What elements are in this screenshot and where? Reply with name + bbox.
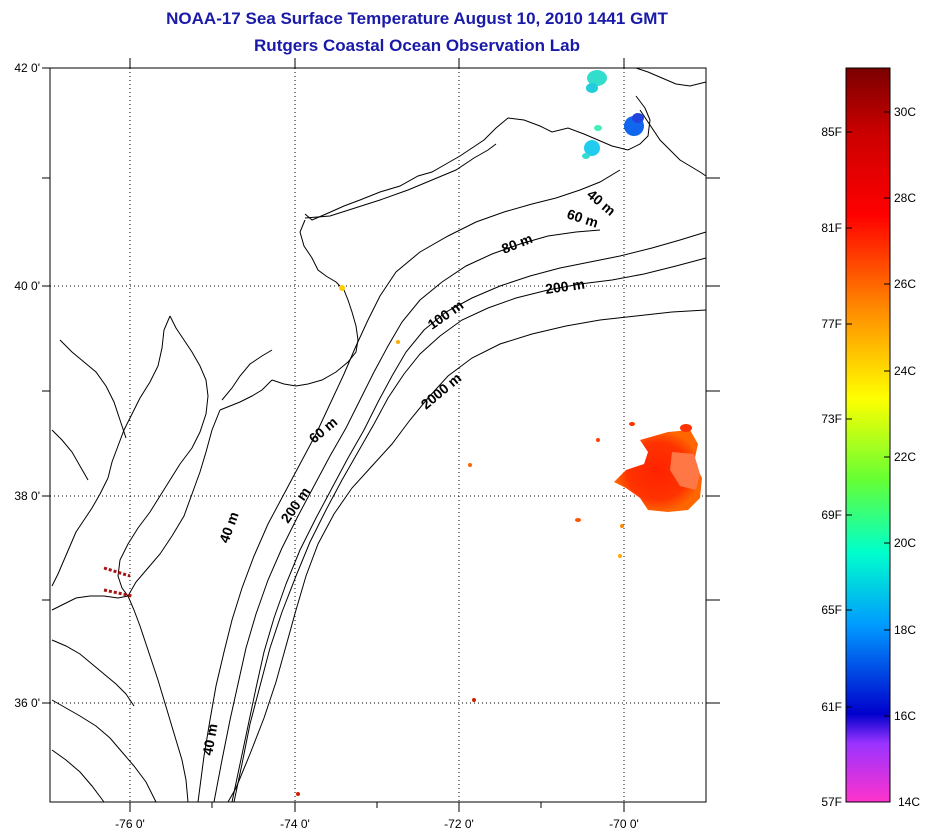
sst-cool-patch — [582, 70, 644, 159]
sst-warm-patch — [296, 285, 702, 796]
graticule — [50, 67, 706, 802]
colorbar-f-label: 65F — [821, 603, 842, 617]
isobath-label: 40 m — [199, 722, 220, 756]
lat-tick-label: 38 0' — [14, 489, 40, 503]
colorbar-c-label: 14C — [898, 795, 920, 809]
colorbar-c-label: 22C — [894, 450, 916, 464]
lat-tick-label: 42 0' — [14, 61, 40, 75]
lon-tick-label: -76 0' — [115, 817, 145, 831]
coastline — [51, 67, 707, 803]
lon-tick-label: -72 0' — [444, 817, 474, 831]
lon-tick-label: -74 0' — [280, 817, 310, 831]
map-subtitle: Rutgers Coastal Ocean Observation Lab — [254, 36, 580, 55]
isobaths — [197, 109, 707, 803]
colorbar-c-label: 16C — [894, 709, 916, 723]
colorbar-c-label: 20C — [894, 536, 916, 550]
colorbar-f-label: 85F — [821, 125, 842, 139]
lat-tick-label: 40 0' — [14, 279, 40, 293]
colorbar-f-label: 69F — [821, 508, 842, 522]
colorbar-f-label: 77F — [821, 317, 842, 331]
colorbar-c-label: 24C — [894, 364, 916, 378]
lat-tick-label: 36 0' — [14, 696, 40, 710]
colorbar-c-label: 30C — [894, 105, 916, 119]
colorbar-f-label: 57F — [821, 795, 842, 809]
tick-marks — [42, 58, 720, 812]
colorbar-c-label: 28C — [894, 191, 916, 205]
map-frame — [49, 67, 707, 803]
colorbar-f-label: 61F — [821, 700, 842, 714]
colorbar-ticks — [846, 111, 890, 717]
colorbar-f-label: 81F — [821, 221, 842, 235]
bay-bridge-tunnel — [103, 566, 133, 598]
colorbar-f-label: 73F — [821, 412, 842, 426]
colorbar — [845, 67, 891, 803]
map-title: NOAA-17 Sea Surface Temperature August 1… — [166, 9, 668, 28]
colorbar-c-label: 26C — [894, 277, 916, 291]
colorbar-c-label: 18C — [894, 623, 916, 637]
isobath-label: 200 m — [544, 276, 586, 297]
lon-tick-label: -70 0' — [609, 817, 639, 831]
